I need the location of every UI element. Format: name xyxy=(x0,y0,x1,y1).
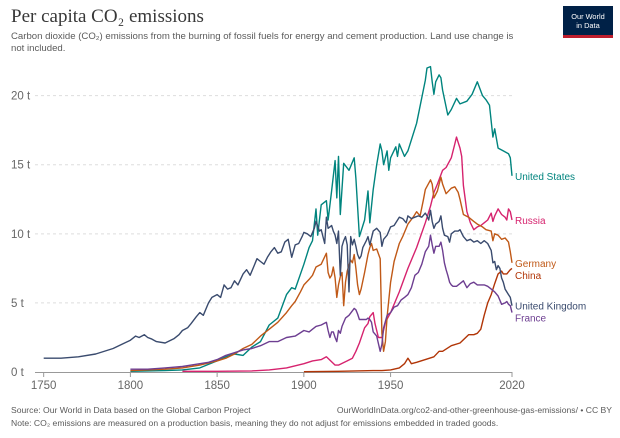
x-tick-label: 1900 xyxy=(291,380,317,392)
series-line-germany xyxy=(130,176,513,372)
x-tick-label: 1850 xyxy=(204,380,230,392)
series-label: France xyxy=(515,314,547,325)
logo-accent-bar xyxy=(563,35,613,38)
x-tick-label: 1800 xyxy=(118,380,144,392)
series-label: China xyxy=(515,271,542,282)
logo-line-1: Our World xyxy=(571,12,605,21)
y-tick-label: 5 t xyxy=(11,298,25,310)
series-label: United States xyxy=(515,172,575,183)
series-label: Germany xyxy=(515,259,556,270)
logo-line-2: in Data xyxy=(576,21,600,30)
series-label: United Kingdom xyxy=(515,302,586,313)
series-line-russia xyxy=(182,136,513,372)
y-tick-label: 15 t xyxy=(11,160,31,172)
x-tick-label: 2020 xyxy=(499,380,525,392)
x-tick-label: 1750 xyxy=(31,380,57,392)
x-tick-label: 1950 xyxy=(378,380,404,392)
series-line-united-kingdom xyxy=(43,209,513,359)
y-tick-label: 20 t xyxy=(11,91,31,103)
chart-title: Per capita CO₂ emissions xyxy=(11,6,204,27)
series-label: Russia xyxy=(515,216,546,227)
y-tick-label: 0 t xyxy=(11,367,25,379)
chart-subtitle: Carbon dioxide (CO₂) emissions from the … xyxy=(11,31,514,54)
y-tick-label: 10 t xyxy=(11,229,31,241)
source-url[interactable]: OurWorldInData.org/co2-and-other-greenho… xyxy=(336,405,612,415)
owid-logo[interactable]: Our World in Data xyxy=(563,6,613,38)
series-line-united-states xyxy=(130,65,513,372)
footnote: Note: CO₂ emissions are measured on a pr… xyxy=(11,418,499,428)
series-line-france xyxy=(130,234,513,370)
series-line-china xyxy=(303,267,513,373)
source-note: Source: Our World in Data based on the G… xyxy=(11,405,251,415)
